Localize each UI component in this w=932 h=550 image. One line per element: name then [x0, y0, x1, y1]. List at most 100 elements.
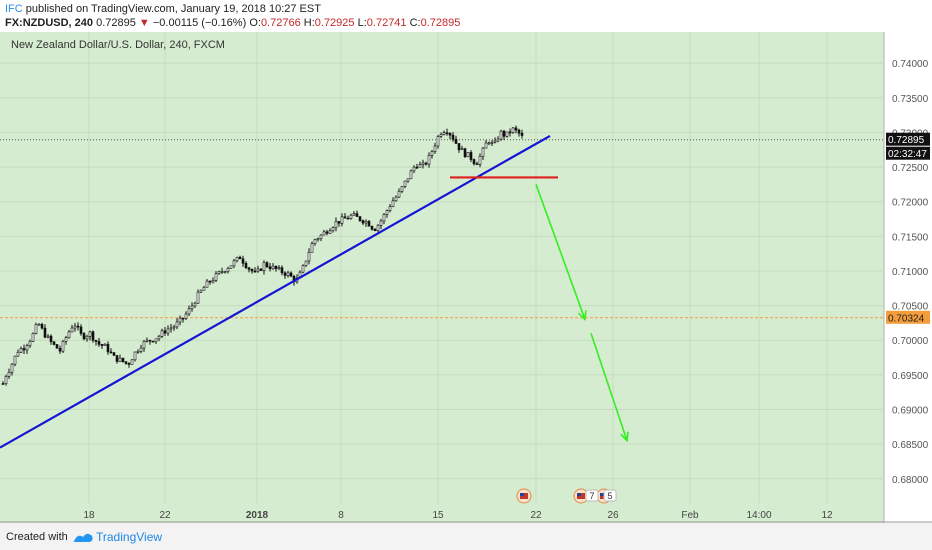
horizontal-line-price-label: 0.70324	[888, 313, 925, 324]
last-price-box	[886, 132, 930, 146]
candle-body	[88, 331, 92, 337]
down-arrow-line[interactable]	[590, 333, 628, 441]
candle-body	[259, 268, 263, 271]
candle-body	[70, 327, 74, 333]
high-value: 0.72925	[314, 17, 355, 29]
candle-body	[217, 271, 221, 274]
candle-body	[13, 355, 17, 365]
countdown-label: 02:32:47	[888, 149, 927, 160]
candle-body	[349, 214, 353, 219]
symbol-legend: FX:NZDUSD, 240 0.72895 ▼ −0.00115 (−0.16…	[5, 17, 460, 29]
candle-body	[505, 131, 509, 137]
candle-body	[109, 351, 113, 354]
candle-body	[91, 331, 95, 341]
candle-body	[253, 270, 257, 273]
x-tick-label: Feb	[681, 510, 699, 521]
candle-body	[499, 130, 503, 140]
candle-body	[157, 335, 161, 340]
candle-body	[190, 305, 194, 310]
event-count-badge[interactable]	[585, 489, 599, 502]
candle-body	[487, 142, 491, 145]
x-axis-ticks: 18 22 2018 8 15 22 26 Feb 14:00 12	[83, 510, 833, 521]
candle-body	[4, 376, 8, 384]
candle-body	[61, 340, 65, 352]
candle-body	[142, 341, 146, 349]
symbol-name[interactable]: FX:NZDUSD, 240	[5, 17, 94, 29]
created-with-text: Created with	[6, 531, 68, 543]
candle-body	[457, 143, 461, 151]
publish-info: IFC published on TradingView.com, Januar…	[5, 3, 321, 15]
candle-body	[343, 216, 347, 219]
candle-body	[97, 341, 101, 345]
candle-body	[439, 134, 443, 137]
candle-body	[364, 221, 368, 224]
arrow-head[interactable]	[577, 310, 587, 322]
candle-body	[106, 343, 110, 353]
candle-body	[319, 234, 323, 239]
trendline[interactable]	[0, 134, 551, 449]
chart-header: IFC published on TradingView.com, Januar…	[0, 0, 932, 32]
candle-body	[193, 302, 197, 307]
candle-body	[205, 280, 209, 288]
down-arrow-icon: ▼	[138, 17, 150, 29]
candle-body	[124, 361, 128, 364]
candle-body	[133, 351, 137, 361]
high-label: H:	[303, 17, 315, 29]
candle-body	[394, 196, 398, 202]
candle-body	[175, 321, 179, 328]
down-arrow-line[interactable]	[535, 184, 586, 320]
candle-body	[412, 166, 416, 172]
arrow-head[interactable]	[620, 431, 629, 443]
candle-body	[328, 230, 332, 234]
candle-body	[388, 206, 392, 211]
tradingview-logo-icon[interactable]	[72, 530, 94, 544]
price-chart[interactable]: New Zealand Dollar/U.S. Dollar, 240, FXC…	[0, 32, 932, 523]
flag-canton-icon	[600, 493, 604, 496]
candle-body	[55, 344, 59, 349]
candle-body	[223, 271, 227, 273]
candle-body	[145, 339, 149, 342]
candle-body	[379, 220, 383, 226]
flag-canton-icon	[520, 493, 524, 496]
candle-body	[76, 325, 80, 328]
x-tick-label: 12	[821, 510, 833, 521]
candle-body	[286, 272, 290, 276]
candle-body	[448, 132, 452, 136]
candle-body	[277, 267, 281, 269]
candle-body	[418, 164, 422, 168]
candle-body	[85, 336, 89, 340]
candle-body	[484, 142, 488, 149]
candle-body	[37, 324, 41, 326]
candle-body	[346, 217, 350, 220]
candle-body	[103, 343, 107, 346]
candle-body	[385, 210, 389, 215]
candle-body	[508, 131, 512, 134]
candle-body	[427, 155, 431, 165]
event-count-badge[interactable]	[603, 489, 617, 502]
price-scale[interactable]	[884, 32, 932, 523]
y-tick-label: 0.72000	[892, 198, 929, 209]
horizontal-line-price-box	[886, 310, 930, 324]
candle-body	[469, 152, 473, 160]
candle-body	[406, 178, 410, 182]
plot-area[interactable]	[0, 32, 884, 523]
candle-body	[511, 127, 515, 133]
candle-body	[31, 333, 35, 342]
x-tick-label: 18	[83, 510, 95, 521]
candle-body	[430, 151, 434, 156]
candle-body	[520, 132, 524, 136]
projection-arrows[interactable]	[535, 184, 629, 443]
author-link[interactable]: IFC	[5, 3, 23, 15]
tradingview-brand[interactable]: TradingView	[96, 530, 163, 544]
candle-body	[337, 221, 341, 224]
candle-body	[25, 345, 29, 351]
candle-body	[118, 357, 122, 362]
candle-body	[307, 251, 311, 262]
close-value: 0.72895	[420, 17, 461, 29]
candle-body	[46, 335, 50, 338]
candle-body	[466, 152, 470, 158]
candle-body	[310, 243, 314, 253]
low-value: 0.72741	[366, 17, 407, 29]
candle-body	[187, 308, 191, 315]
